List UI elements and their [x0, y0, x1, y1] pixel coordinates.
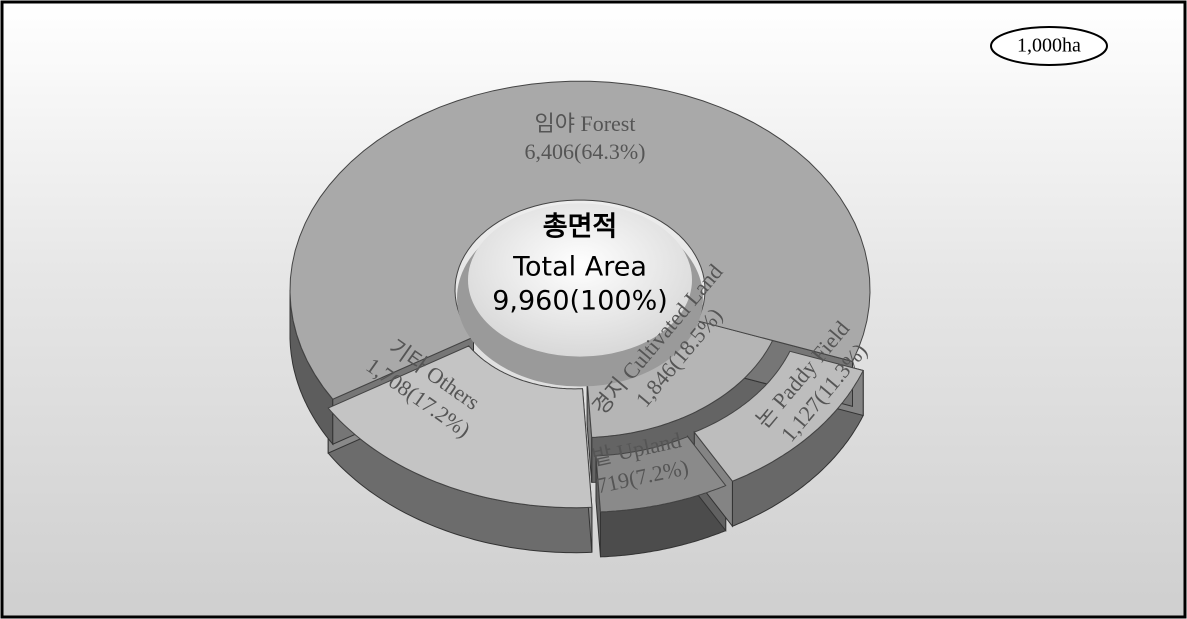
- center-title: Total Area: [512, 252, 647, 283]
- slice: [327, 345, 593, 509]
- slice: [595, 435, 727, 513]
- center-title-ko: 총면적: [543, 212, 618, 243]
- hub: [468, 203, 692, 357]
- center-value: 9,960(100%): [492, 286, 668, 317]
- slice: [693, 350, 864, 482]
- donut: [289, 80, 871, 558]
- unit-badge: [990, 26, 1108, 66]
- unit-label: 1,000ha: [1017, 35, 1081, 57]
- slice-value: 6,406(64.3%): [525, 139, 646, 164]
- slice-label: 임야 Forest: [535, 111, 636, 136]
